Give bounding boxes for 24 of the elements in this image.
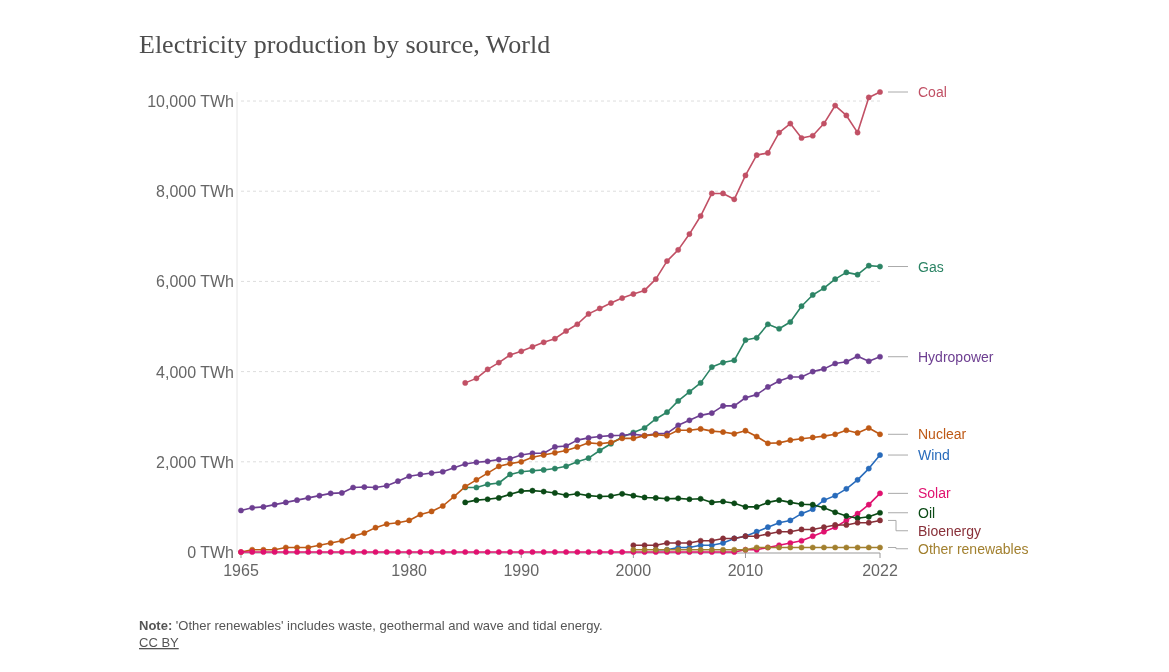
y-tick-label: 8,000 TWh — [156, 183, 234, 201]
text: CC BY — [139, 635, 180, 650]
text: Oil — [918, 504, 936, 521]
x-tick-label: 2010 — [727, 562, 764, 579]
y-tick-label: 10,000 TWh — [147, 93, 234, 111]
text: Coal — [918, 84, 947, 100]
chart-title: Electricity production by source, World — [139, 30, 551, 59]
text: Hydropower — [918, 348, 994, 365]
x-tick-label: 1965 — [223, 562, 259, 579]
x-tick-label: 2022 — [862, 562, 898, 579]
x-tick-label: 2000 — [615, 562, 652, 579]
text: Nuclear — [918, 426, 967, 443]
text: Solar — [918, 485, 952, 502]
x-tick-label: 1980 — [391, 562, 428, 579]
text: Note: 'Other renewables' includes waste, geothermal and wave and tidal energy. — [139, 618, 603, 633]
y-tick-label: 2,000 TWh — [156, 453, 234, 471]
y-tick-label: 6,000 TWh — [156, 273, 234, 291]
y-tick-label: 0 TWh — [187, 544, 234, 561]
text: Bioenergy — [918, 522, 982, 539]
text: Gas — [918, 258, 944, 275]
y-tick-label: 4,000 TWh — [156, 363, 234, 381]
text: Other renewables — [918, 540, 1029, 557]
text: Wind — [918, 447, 950, 464]
x-tick-label: 1990 — [503, 562, 540, 579]
